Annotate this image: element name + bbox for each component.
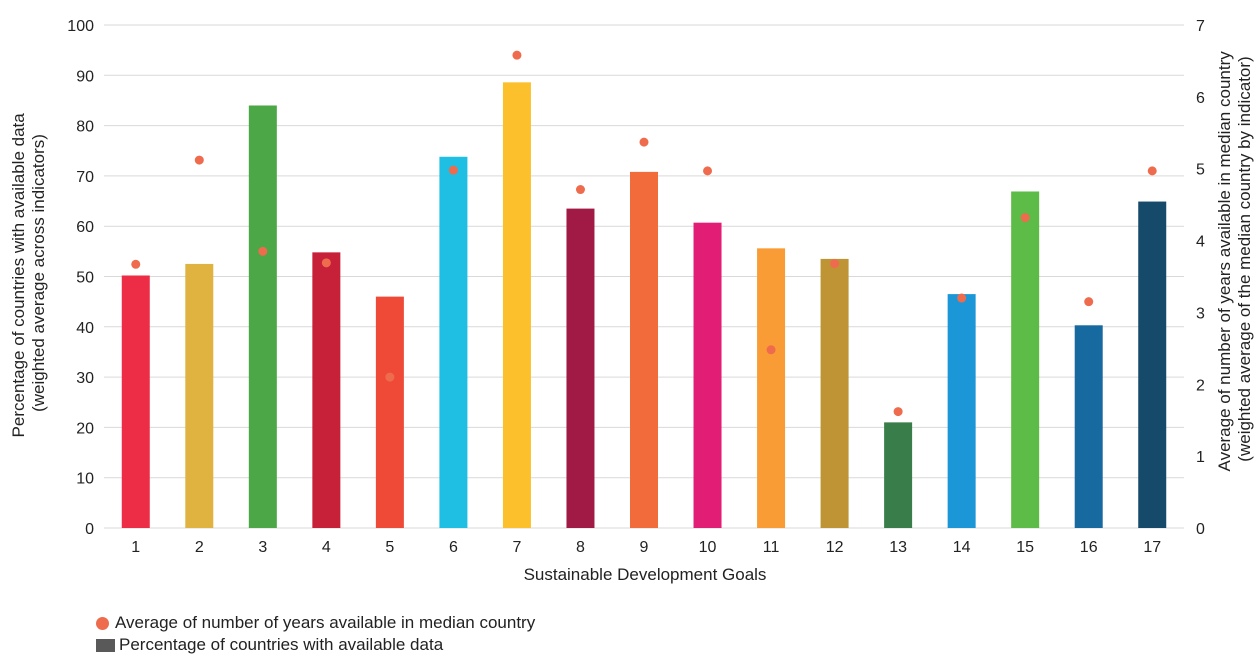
x-tick-label: 17 xyxy=(1143,539,1161,556)
left-tick-label: 70 xyxy=(76,169,94,186)
x-tick-label: 4 xyxy=(322,539,331,556)
bar-goal-4 xyxy=(312,252,341,528)
x-tick-label: 5 xyxy=(385,539,394,556)
point-goal-5 xyxy=(385,372,395,382)
bar-goal-3 xyxy=(248,105,277,528)
x-axis-title: Sustainable Development Goals xyxy=(524,565,767,584)
right-axis-title-line1: Average of number of years available in … xyxy=(1215,51,1234,472)
bar-goal-13 xyxy=(884,422,913,528)
left-axis-title: Percentage of countries with available d… xyxy=(9,109,48,438)
point-goal-9 xyxy=(639,137,649,147)
point-goal-15 xyxy=(1020,213,1030,223)
legend-bar-label: Percentage of countries with available d… xyxy=(119,635,444,654)
x-tick-label: 2 xyxy=(195,539,204,556)
x-tick-label: 12 xyxy=(826,539,844,556)
right-axis-title: Average of number of years available in … xyxy=(1215,47,1254,472)
bars xyxy=(121,82,1167,529)
bar-goal-5 xyxy=(375,296,404,528)
bar-goal-16 xyxy=(1074,325,1103,528)
bar-goal-1 xyxy=(121,275,150,528)
legend-bar-icon xyxy=(96,638,115,652)
left-tick-label: 60 xyxy=(76,219,94,236)
right-tick-label: 2 xyxy=(1196,377,1205,394)
bar-goal-10 xyxy=(693,222,722,528)
bar-goal-14 xyxy=(947,294,976,528)
legend-item-bar: Percentage of countries with available d… xyxy=(96,634,535,656)
x-tick-label: 6 xyxy=(449,539,458,556)
point-goal-17 xyxy=(1147,166,1157,176)
bar-goal-6 xyxy=(439,156,468,528)
point-goal-10 xyxy=(703,166,713,176)
point-goal-2 xyxy=(194,155,204,165)
right-tick-label: 5 xyxy=(1196,162,1205,179)
x-tick-label: 3 xyxy=(258,539,267,556)
right-tick-label: 1 xyxy=(1196,449,1205,466)
point-goal-13 xyxy=(893,407,903,417)
left-tick-label: 20 xyxy=(76,420,94,437)
right-tick-label: 0 xyxy=(1196,521,1205,538)
right-tick-label: 4 xyxy=(1196,234,1205,251)
left-axis-ticks: 0 10 20 30 40 50 60 70 80 90 100 xyxy=(67,18,94,538)
left-tick-label: 80 xyxy=(76,119,94,136)
right-tick-label: 3 xyxy=(1196,305,1205,322)
left-tick-label: 50 xyxy=(76,270,94,287)
point-goal-7 xyxy=(512,50,522,60)
point-goal-6 xyxy=(448,165,458,175)
left-axis-title-line2: (weighted average across indicators) xyxy=(29,134,48,412)
point-goal-8 xyxy=(575,185,585,195)
left-axis-title-line1: Percentage of countries with available d… xyxy=(9,113,28,438)
right-tick-label: 7 xyxy=(1196,18,1205,35)
right-axis-ticks: 0 1 2 3 4 5 6 7 xyxy=(1196,18,1205,538)
point-goal-16 xyxy=(1084,297,1094,307)
scatter-points xyxy=(131,50,1157,417)
x-tick-label: 14 xyxy=(953,539,971,556)
x-axis-ticks: 1 2 3 4 5 6 7 8 9 10 11 12 13 14 15 16 17 xyxy=(131,539,1161,556)
x-tick-label: 13 xyxy=(889,539,907,556)
left-tick-label: 30 xyxy=(76,370,94,387)
x-tick-label: 1 xyxy=(131,539,140,556)
bar-goal-9 xyxy=(630,171,658,528)
right-axis-title-line2: (weighted average of the median country … xyxy=(1235,56,1254,461)
left-tick-label: 90 xyxy=(76,68,94,85)
bar-goal-7 xyxy=(502,82,531,528)
bar-goal-8 xyxy=(566,208,595,528)
left-tick-label: 100 xyxy=(67,18,94,35)
point-goal-14 xyxy=(957,293,967,303)
point-goal-4 xyxy=(321,258,331,268)
x-tick-label: 7 xyxy=(512,539,521,556)
point-goal-1 xyxy=(131,259,141,269)
x-tick-label: 9 xyxy=(640,539,649,556)
point-goal-3 xyxy=(258,246,268,256)
bar-goal-2 xyxy=(185,263,214,528)
left-tick-label: 40 xyxy=(76,320,94,337)
legend-dot-label: Average of number of years available in … xyxy=(115,613,536,632)
bar-goal-12 xyxy=(820,258,849,528)
x-tick-label: 16 xyxy=(1080,539,1098,556)
legend-item-dot: Average of number of years available in … xyxy=(96,612,535,634)
x-tick-label: 11 xyxy=(763,539,780,556)
bar-goal-15 xyxy=(1011,191,1040,529)
left-tick-label: 10 xyxy=(76,471,94,488)
bar-goal-17 xyxy=(1138,201,1167,529)
x-tick-label: 15 xyxy=(1016,539,1034,556)
bar-goal-11 xyxy=(757,248,786,528)
right-tick-label: 6 xyxy=(1196,90,1205,107)
x-tick-label: 10 xyxy=(699,539,717,556)
legend: Average of number of years available in … xyxy=(96,612,535,656)
x-tick-label: 8 xyxy=(576,539,585,556)
point-goal-12 xyxy=(830,259,840,269)
left-tick-label: 0 xyxy=(85,521,94,538)
point-goal-11 xyxy=(766,345,776,355)
legend-dot-icon xyxy=(96,616,109,630)
